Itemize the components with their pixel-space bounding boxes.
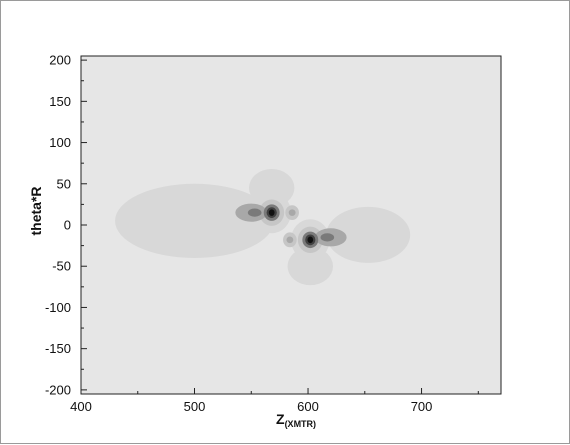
y-tick-label: 50 bbox=[57, 176, 71, 191]
x-tick-label: 600 bbox=[297, 399, 319, 414]
x-axis-title-subscript: (XMTR) bbox=[285, 419, 317, 429]
contour-bottom-lobe-outer bbox=[287, 247, 333, 286]
contour-lower-left-side-inner bbox=[286, 236, 294, 244]
x-tick-label: 700 bbox=[411, 399, 433, 414]
contour-left-lobe-outer bbox=[115, 183, 274, 258]
contour-upper-right-side-inner bbox=[288, 209, 296, 216]
y-tick-label: 150 bbox=[49, 94, 71, 109]
contour-upper-core-peak bbox=[268, 209, 275, 216]
contour-lower-right-side-inner bbox=[320, 233, 335, 242]
y-axis-title: theta*R bbox=[28, 186, 44, 235]
y-tick-label: -100 bbox=[45, 300, 71, 315]
contour-right-lobe-outer bbox=[326, 206, 411, 263]
y-tick-label: -200 bbox=[45, 382, 71, 397]
x-axis-title: Z(XMTR) bbox=[276, 411, 316, 429]
y-tick-label: -150 bbox=[45, 341, 71, 356]
contour-lower-core-peak bbox=[307, 236, 314, 244]
x-tick-label: 500 bbox=[184, 399, 206, 414]
y-tick-label: -50 bbox=[52, 259, 71, 274]
y-tick-label: 100 bbox=[49, 135, 71, 150]
contour-upper-left-side-inner bbox=[247, 208, 262, 217]
contour-layer bbox=[115, 168, 411, 286]
y-tick-label: 200 bbox=[49, 53, 71, 68]
x-tick-label: 400 bbox=[70, 399, 92, 414]
y-tick-label: 0 bbox=[64, 218, 71, 233]
